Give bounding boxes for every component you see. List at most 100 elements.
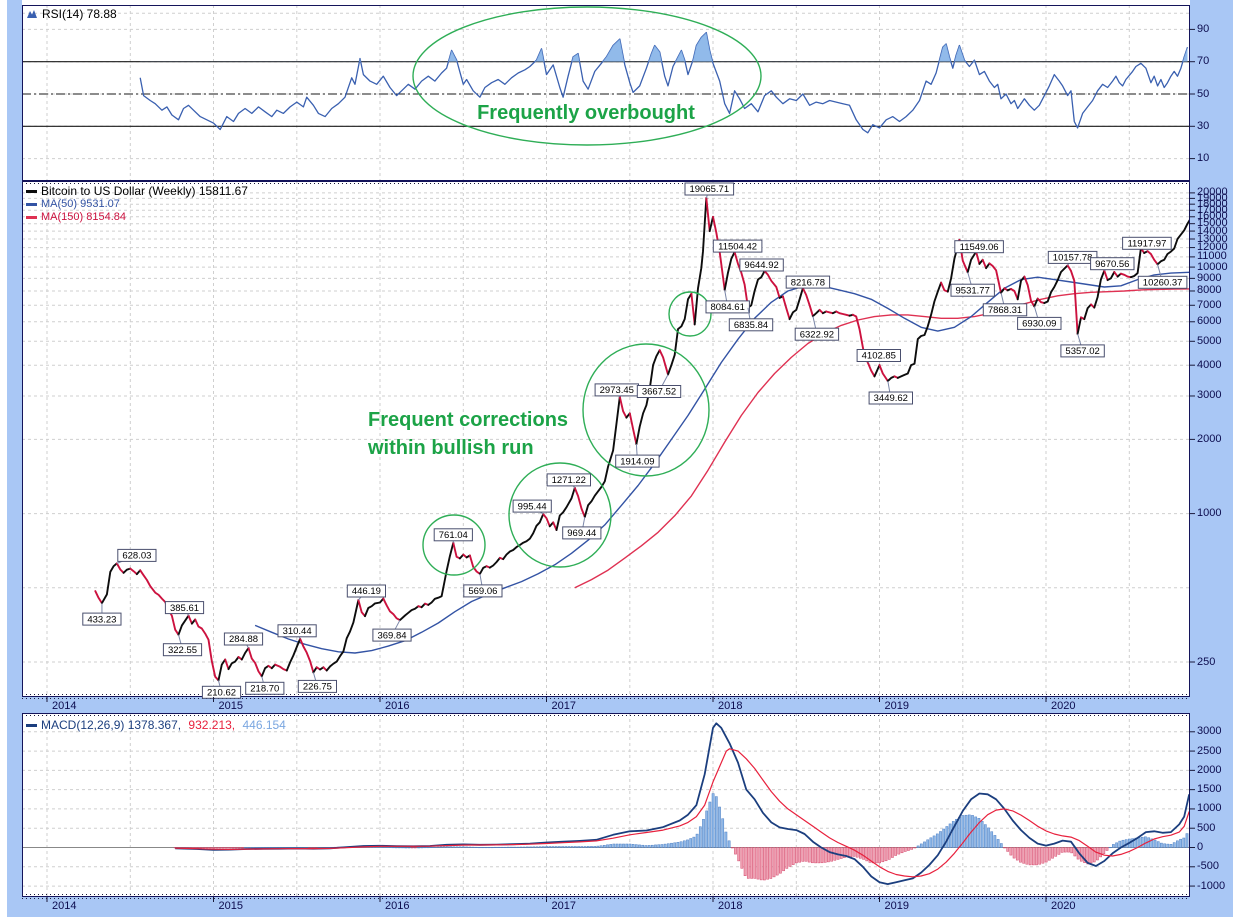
price-line-segment xyxy=(781,295,791,321)
callout-value: 10260.37 xyxy=(1143,278,1183,289)
macd-histogram-bar xyxy=(769,847,773,879)
macd-histogram-bar xyxy=(772,847,776,878)
price-line-segment xyxy=(555,486,576,531)
callout-value: 385.61 xyxy=(170,603,199,614)
price-callout: 433.23 xyxy=(82,603,122,626)
rsi-axis-label: 10 xyxy=(1197,152,1210,165)
macd-histogram-bar xyxy=(1031,847,1035,866)
macd-histogram-bar xyxy=(967,814,971,848)
macd-histogram-bar xyxy=(202,847,206,849)
callout-box xyxy=(1017,316,1062,330)
macd-histogram-bar xyxy=(827,847,830,863)
macd-histogram-bar xyxy=(763,847,766,881)
macd-histogram-bar xyxy=(247,847,251,849)
macd-histogram-bar xyxy=(714,796,718,848)
callout-box xyxy=(1122,236,1172,250)
macd-histogram-bar xyxy=(574,846,577,848)
callout-box xyxy=(1137,275,1188,289)
callout-value: 446.19 xyxy=(352,586,381,597)
macd-histogram-bar xyxy=(647,845,651,848)
macd-histogram-bar xyxy=(766,847,769,880)
macd-histogram-bar xyxy=(871,847,875,864)
macd-histogram-bar xyxy=(737,847,741,862)
macd-histogram-bar xyxy=(394,847,398,849)
price-line-segment xyxy=(763,270,781,299)
price-callout: 8084.61 xyxy=(705,289,750,314)
price-axis-label: 13000 xyxy=(1197,232,1228,245)
macd-histogram-bar xyxy=(666,843,670,848)
macd-histogram-bar xyxy=(955,819,958,848)
macd-histogram-bar xyxy=(1182,837,1186,848)
year-label: 2017 xyxy=(551,900,576,912)
macd-histogram-bar xyxy=(1012,847,1016,859)
macd-histogram-bar xyxy=(993,835,997,848)
macd-histogram-bar xyxy=(583,846,587,848)
price-annotation-ellipse xyxy=(582,343,710,477)
price-line-segment xyxy=(733,251,749,309)
rsi-annotation-ellipse xyxy=(412,6,762,146)
price-line-segment xyxy=(873,364,881,378)
macd-histogram-bar xyxy=(974,816,978,848)
macd-histogram-bar xyxy=(996,839,1000,848)
macd-histogram-bar xyxy=(782,847,785,872)
price-line-segment xyxy=(94,590,103,605)
callout-value: 11504.42 xyxy=(718,241,757,252)
macd-histogram-bar xyxy=(862,847,865,860)
price-line-segment xyxy=(1083,303,1092,321)
price-line-segment xyxy=(452,541,461,560)
price-line-segment xyxy=(985,262,991,270)
macd-histogram-bar xyxy=(487,847,491,849)
price-callout: 969.44 xyxy=(562,516,602,540)
callout-box xyxy=(705,300,750,314)
callout-value: 569.06 xyxy=(468,586,497,597)
macd-histogram-bar xyxy=(887,847,891,860)
macd-histogram-bar xyxy=(631,844,635,848)
price-callout: 210.62 xyxy=(201,680,242,699)
price-line-segment xyxy=(747,270,766,309)
price-line-segment xyxy=(399,605,420,622)
macd-histogram-bar xyxy=(385,846,388,848)
price-line-segment xyxy=(940,281,949,293)
macd-histogram-bar xyxy=(823,847,827,863)
callout-box xyxy=(245,681,285,695)
rsi-line xyxy=(139,31,1189,134)
macd-histogram-bar xyxy=(494,846,497,848)
macd-histogram-bar xyxy=(1015,847,1019,861)
price-line-segment xyxy=(1156,219,1189,266)
price-line-segment xyxy=(981,258,988,270)
macd-histogram-bar xyxy=(417,847,420,849)
macd-histogram-bar xyxy=(237,847,241,849)
macd-histogram-bar xyxy=(455,846,459,848)
price-line-segment xyxy=(285,637,302,672)
macd-histogram-bar xyxy=(775,847,779,876)
macd-histogram-bar xyxy=(804,847,808,862)
macd-histogram-bar xyxy=(686,839,689,848)
price-axis-label: 5000 xyxy=(1197,334,1222,347)
price-line-segment xyxy=(1106,271,1116,282)
top-margin xyxy=(22,0,1190,5)
price-line-segment xyxy=(690,292,696,326)
callout-value: 369.84 xyxy=(377,630,406,641)
price-line-segment xyxy=(723,251,736,291)
macd-histogram-bar xyxy=(1086,847,1090,865)
macd-histogram-bar xyxy=(1028,847,1032,866)
callout-box xyxy=(1090,257,1135,271)
macd-histogram-bar xyxy=(1105,847,1109,851)
macd-histogram-bar xyxy=(612,843,616,848)
macd-histogram-bar xyxy=(724,831,728,848)
macd-histogram-bar xyxy=(958,817,962,848)
macd-plot-area xyxy=(23,714,1189,896)
macd-histogram-bar xyxy=(1044,847,1048,863)
macd-histogram-bar xyxy=(698,826,702,848)
price-callout: 9670.56 xyxy=(1090,257,1135,272)
rsi-panel[interactable] xyxy=(22,5,1190,181)
price-line-segment xyxy=(573,486,586,518)
macd-histogram-bar xyxy=(791,847,795,865)
price-line-segment xyxy=(966,250,978,274)
ma50-legend: MA(50) 9531.07 xyxy=(26,198,120,210)
macd-histogram-bar xyxy=(843,847,846,858)
price-line-segment xyxy=(1146,250,1159,266)
ma50-legend-label: MA(50) 9531.07 xyxy=(41,198,120,210)
macd-histogram-bar xyxy=(753,847,757,879)
